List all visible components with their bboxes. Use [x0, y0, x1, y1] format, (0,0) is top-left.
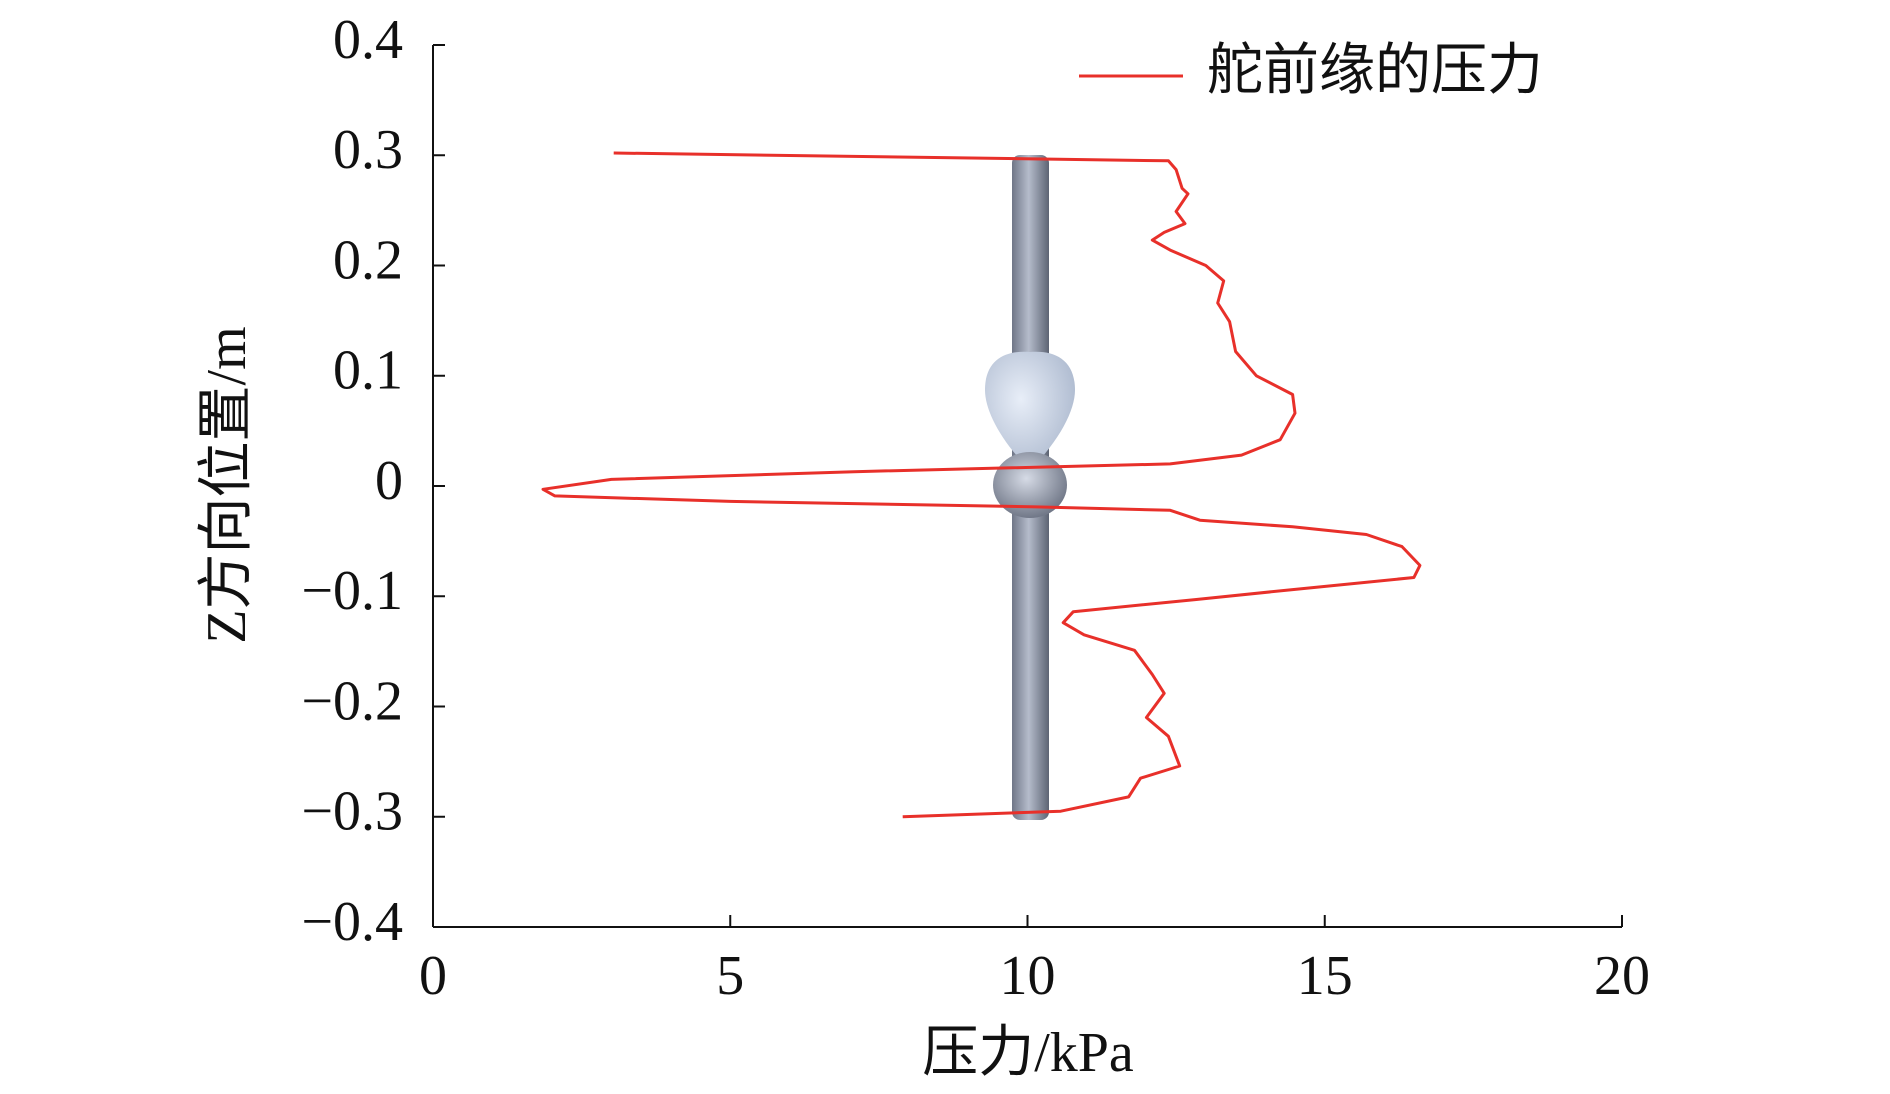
y-tick-label: 0 — [375, 450, 403, 512]
y-tick-label: −0.1 — [301, 560, 403, 622]
y-tick-label: −0.4 — [301, 891, 403, 953]
legend-label: 舵前缘的压力 — [1207, 40, 1543, 102]
legend: 舵前缘的压力 — [1079, 40, 1543, 102]
y-tick-label: 0.1 — [333, 340, 403, 402]
rudder-illustration — [985, 155, 1075, 820]
x-tick-label: 10 — [1000, 945, 1056, 1007]
y-tick-label: −0.3 — [301, 781, 403, 843]
x-tick-label: 0 — [419, 945, 447, 1007]
x-tick-label: 15 — [1297, 945, 1353, 1007]
y-tick-label: 0.2 — [333, 229, 403, 291]
y-axis-label: Z方向位置/m — [196, 326, 258, 643]
y-tick-label: 0.3 — [333, 119, 403, 181]
x-tick-label: 5 — [716, 945, 744, 1007]
data-line — [541, 151, 1422, 819]
y-tick-label: 0.4 — [333, 9, 403, 71]
y-tick-label: −0.2 — [301, 670, 403, 732]
x-axis-label: 压力/kPa — [922, 1022, 1134, 1084]
x-tick-label: 20 — [1594, 945, 1650, 1007]
